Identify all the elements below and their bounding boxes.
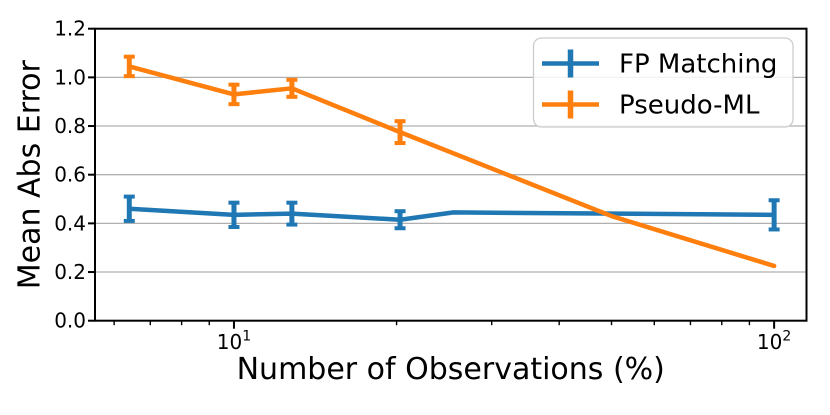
y-tick-label: 0.2 bbox=[54, 260, 86, 284]
y-tick-label: 0.8 bbox=[54, 114, 86, 138]
y-tick-label: 1.2 bbox=[54, 17, 86, 41]
y-tick-label: 0.4 bbox=[54, 211, 86, 235]
x-tick-label: 102 bbox=[757, 329, 791, 355]
x-axis-label: Number of Observations (%) bbox=[237, 352, 665, 387]
series-pseudo-ml bbox=[123, 54, 777, 269]
y-axis-label: Mean Abs Error bbox=[13, 59, 48, 289]
legend-item-pseudo-ml: Pseudo-ML bbox=[542, 90, 760, 121]
legend-item-fp-matching: FP Matching bbox=[542, 49, 777, 80]
legend: FP Matching Pseudo-ML bbox=[532, 37, 794, 128]
series-fp-matching bbox=[123, 194, 780, 232]
x-tick-label: 101 bbox=[217, 329, 251, 355]
y-tick-label: 0.6 bbox=[54, 163, 86, 187]
y-tick-label: 0.0 bbox=[54, 309, 86, 333]
legend-label: Pseudo-ML bbox=[619, 91, 760, 121]
series-line-pseudo-ml bbox=[127, 64, 777, 269]
y-tick-label: 1.0 bbox=[54, 65, 86, 89]
legend-label: FP Matching bbox=[619, 50, 777, 80]
series-line-fp-matching bbox=[127, 206, 777, 222]
